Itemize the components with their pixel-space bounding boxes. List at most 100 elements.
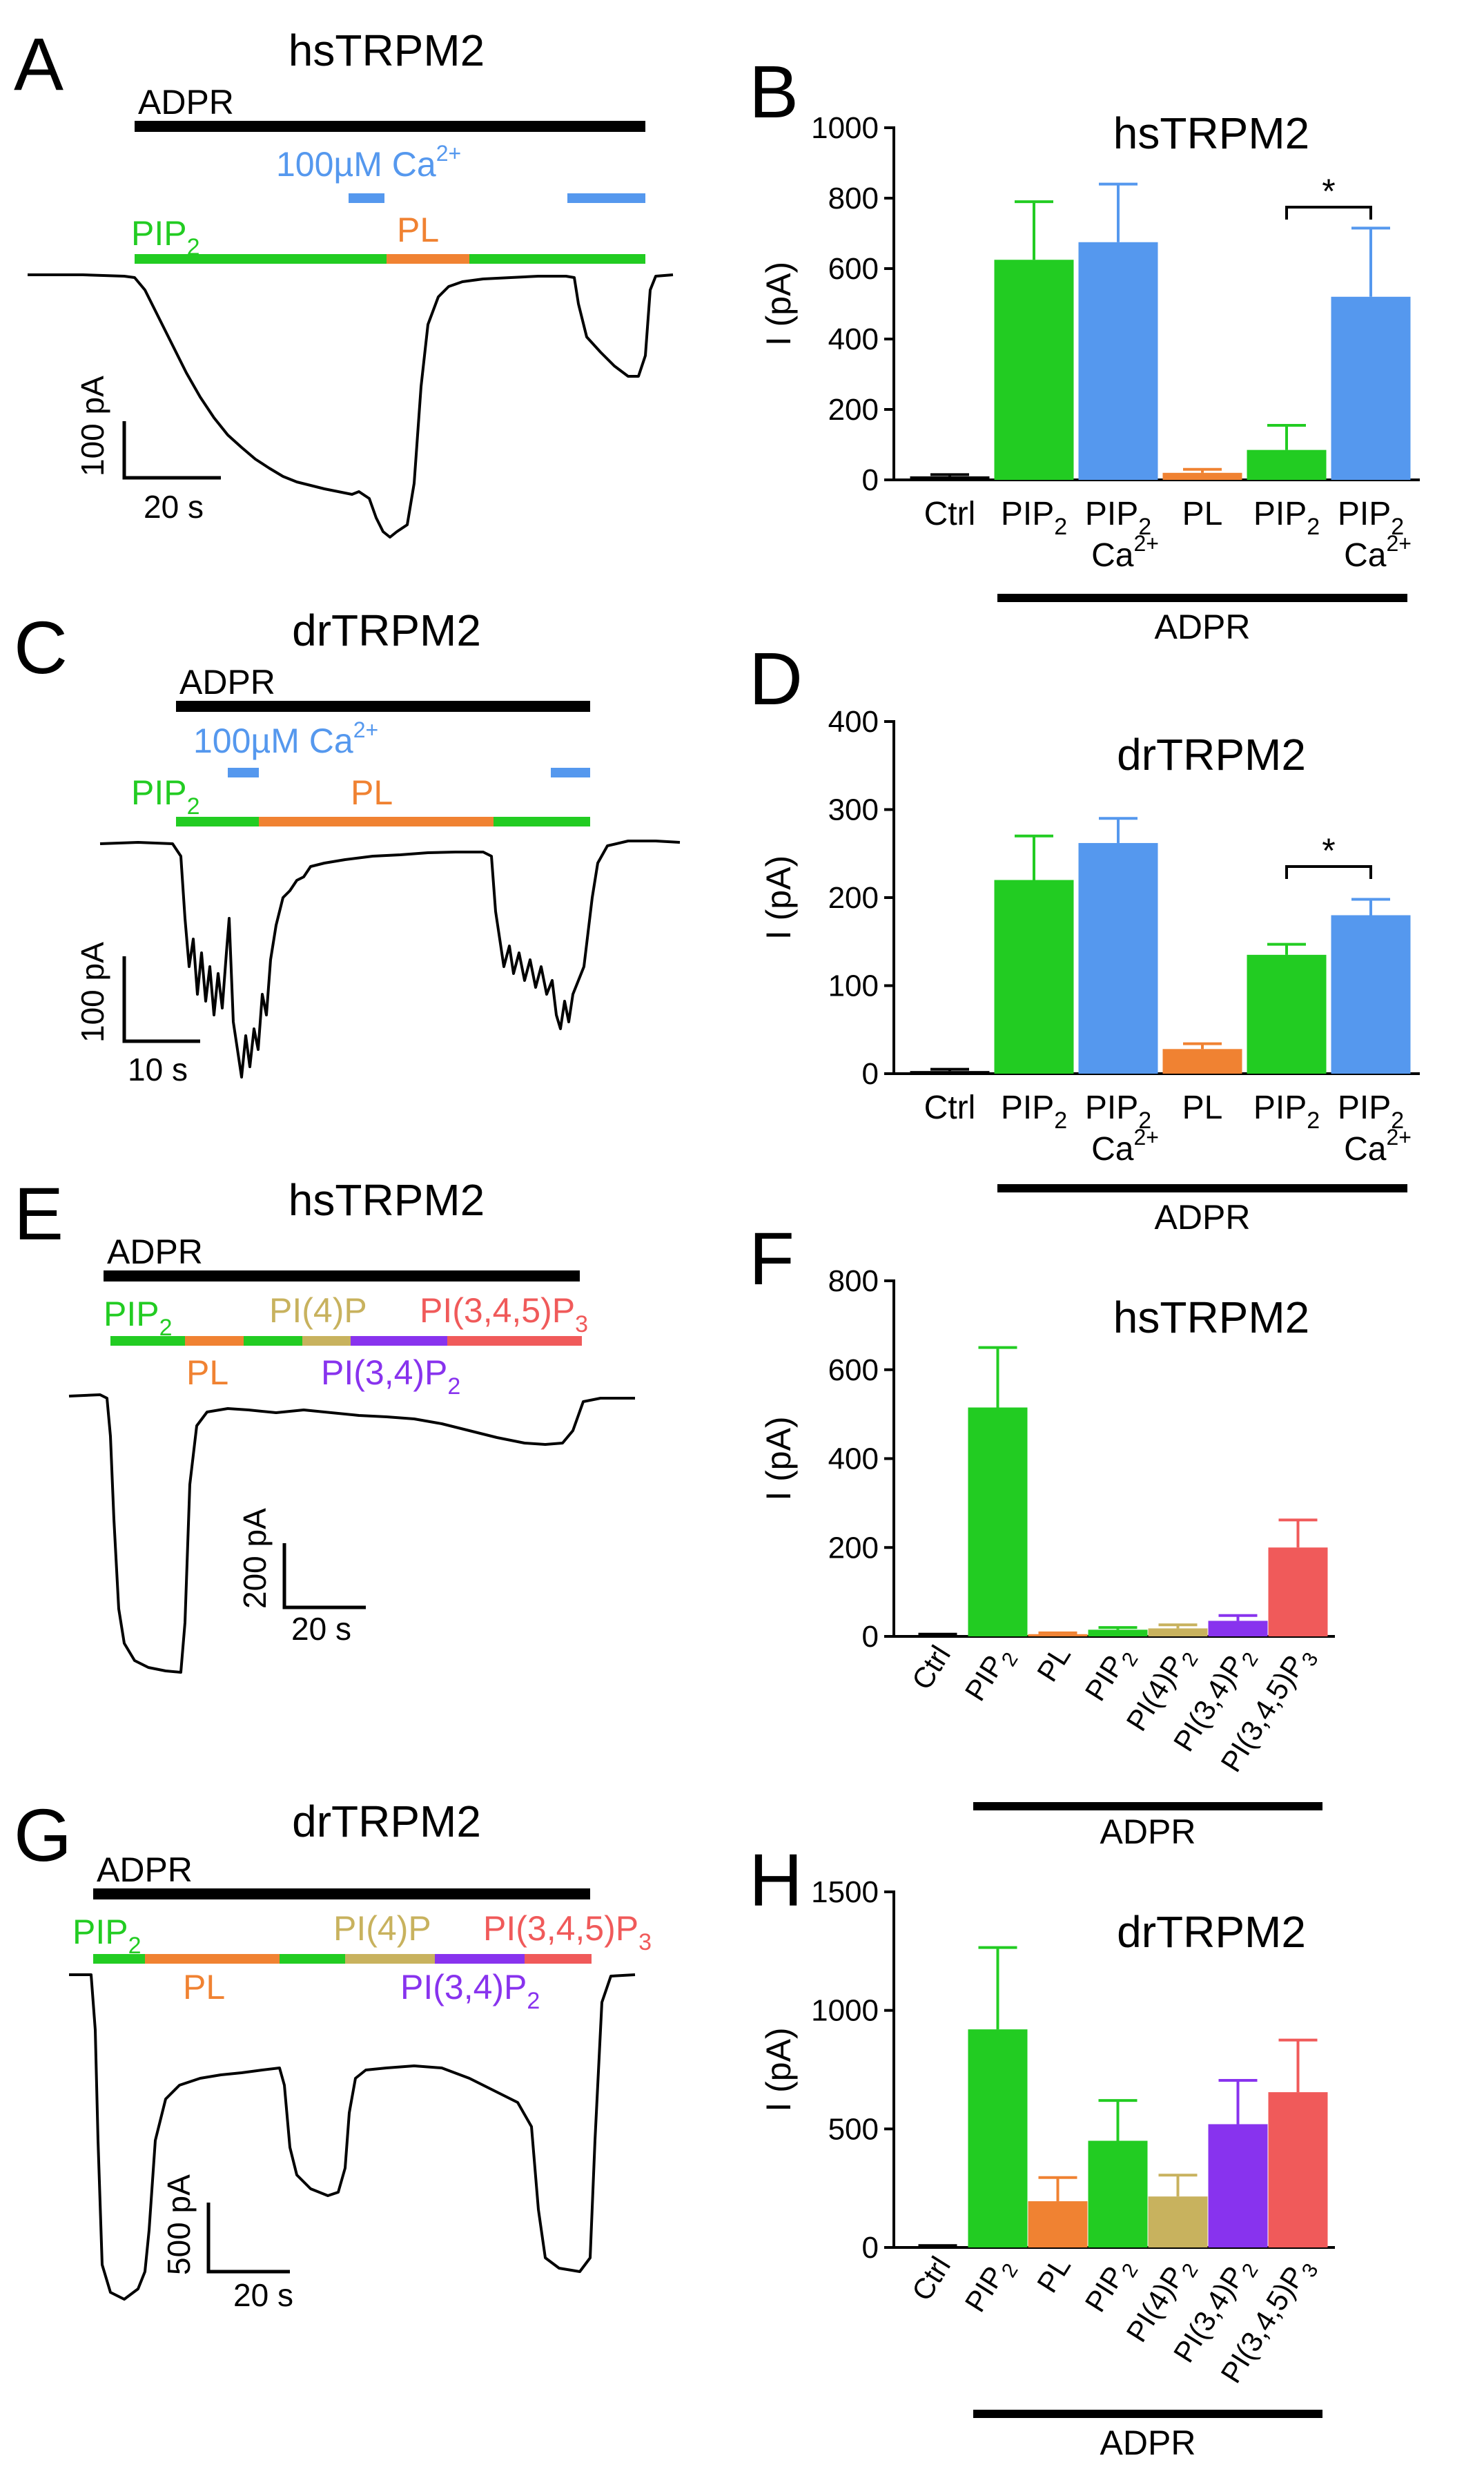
category-label: PIP2: [1253, 496, 1320, 540]
bar: [1028, 1634, 1088, 1636]
y-tick-label: 0: [862, 1620, 879, 1654]
calcium-bar: [228, 768, 259, 777]
y-tick-label: 800: [828, 182, 879, 215]
significance-star: *: [1322, 172, 1335, 211]
chart-title: drTRPM2: [1117, 730, 1306, 780]
category-label: PIP2: [1001, 496, 1067, 540]
pl-label: PL: [186, 1353, 228, 1392]
bar: [1208, 2124, 1268, 2247]
y-tick-label: 1000: [811, 1994, 879, 2028]
y-tick-label: 400: [828, 705, 879, 739]
pl-label: PL: [351, 773, 393, 812]
bar: [1148, 1628, 1208, 1636]
scale-bar-c: [122, 956, 200, 1043]
pi345p3-label: PI(3,4,5)P3: [483, 1909, 652, 1955]
bar: [1208, 1621, 1268, 1636]
category-label: PIP2: [1085, 1090, 1151, 1134]
bar: [968, 2029, 1028, 2247]
bar: [1078, 242, 1158, 480]
pl-bar: [387, 254, 469, 264]
adpr-group-line: [997, 1184, 1407, 1192]
category-label: PIP2: [1338, 496, 1404, 540]
pip2-label: PIP2: [131, 214, 200, 260]
scale-a-x: 20 s: [144, 489, 204, 525]
chart-title: drTRPM2: [1117, 1907, 1306, 1957]
bar: [1331, 296, 1411, 480]
bar: [1078, 842, 1158, 1074]
bar: [910, 476, 990, 480]
adpr-label: ADPR: [179, 663, 275, 702]
pip2-bar: [110, 1336, 185, 1346]
pi34p2-label: PI(3,4)P2: [400, 1968, 540, 2014]
category-label: PL: [1031, 2251, 1077, 2298]
adpr-label: ADPR: [138, 83, 234, 122]
category-label: PIP2: [1253, 1090, 1320, 1134]
category-label: PIP2: [1338, 1090, 1404, 1134]
pi34p2-label: PI(3,4)P2: [321, 1353, 460, 1400]
bar: [1247, 449, 1327, 480]
y-tick-label: 1000: [811, 111, 879, 145]
bar: [1247, 954, 1327, 1074]
y-axis-label: I (pA): [759, 855, 798, 940]
scale-bar-e: [282, 1543, 366, 1609]
scale-c-x: 10 s: [128, 1052, 188, 1087]
trace-c-annotations: ADPR 100µM Ca2+ PIP2 PL: [131, 663, 590, 826]
calcium-bar: [567, 193, 645, 203]
pi345p3-bar: [447, 1336, 582, 1346]
calcium-bar: [551, 768, 590, 777]
y-tick-label: 600: [828, 1353, 879, 1387]
pi4p-label: PI(4)P: [333, 1909, 431, 1948]
bar: [1148, 2196, 1208, 2247]
adpr-bar: [176, 701, 590, 712]
category-label: Ctrl: [924, 496, 976, 532]
adpr-label: ADPR: [97, 1850, 193, 1889]
y-axis-label: I (pA): [759, 262, 798, 346]
pi34p2-bar: [435, 1954, 525, 1964]
significance-bracket: [1285, 206, 1372, 220]
bar: [908, 1635, 968, 1636]
pl-label: PL: [397, 211, 439, 249]
y-tick-label: 0: [862, 463, 879, 497]
adpr-bar: [104, 1270, 580, 1281]
adpr-group-label: ADPR: [1100, 1812, 1196, 1851]
y-axis-label: I (pA): [759, 2027, 798, 2111]
pi4p-label: PI(4)P: [269, 1291, 367, 1330]
category-label: PIP2: [1001, 1090, 1067, 1134]
pl-bar: [185, 1336, 244, 1346]
scale-g-y: 500 pA: [161, 2174, 197, 2275]
chart-title: hsTRPM2: [1113, 1293, 1310, 1342]
pip2-bar: [469, 254, 645, 264]
bar: [1088, 1629, 1148, 1636]
panel-letter-f: F: [749, 1217, 794, 1300]
pi4p-bar: [302, 1336, 351, 1346]
adpr-group-line: [973, 2410, 1322, 2418]
category-label: Ctrl: [924, 1090, 976, 1126]
category-label-line2: Ca2+: [1091, 531, 1159, 574]
category-label: PL: [1182, 496, 1223, 532]
pi345p3-bar: [525, 1954, 592, 1964]
pip2-bar: [494, 817, 590, 826]
scale-e-y: 200 pA: [237, 1508, 273, 1609]
bar: [1268, 1547, 1328, 1636]
pi4p-bar: [345, 1954, 435, 1964]
panel-letter-a: A: [14, 22, 64, 106]
y-tick-label: 200: [828, 393, 879, 427]
pip2-bar: [93, 1954, 145, 1964]
pi345p3-label: PI(3,4,5)P3: [420, 1291, 588, 1337]
adpr-label: ADPR: [107, 1232, 203, 1271]
y-tick-label: 100: [828, 969, 879, 1003]
trace-c-title: drTRPM2: [292, 606, 481, 655]
calcium-label: 100µM Ca2+: [276, 141, 461, 184]
pip2-label: PIP2: [72, 1913, 141, 1959]
bar: [1268, 2092, 1328, 2247]
calcium-label: 100µM Ca2+: [193, 717, 378, 760]
significance-bracket: [1285, 865, 1372, 879]
trace-g-annotations: ADPR PIP2 PI(4)P PI(3,4,5)P3 PL PI(3,4)P…: [72, 1850, 652, 2014]
bar: [1162, 472, 1242, 480]
bar: [1028, 2201, 1088, 2247]
y-tick-label: 0: [862, 1057, 879, 1091]
bar: [994, 880, 1074, 1074]
